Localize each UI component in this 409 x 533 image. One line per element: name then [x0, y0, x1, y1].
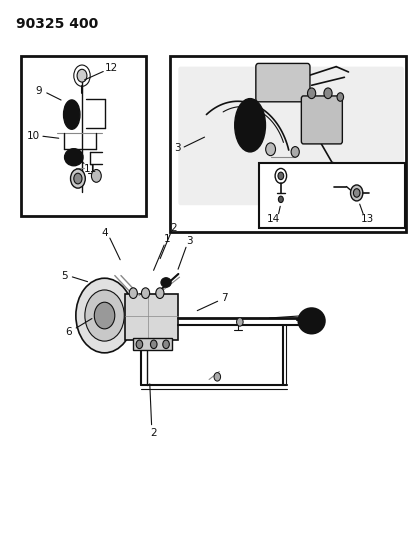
Circle shape	[162, 340, 169, 349]
Circle shape	[155, 288, 164, 298]
Circle shape	[77, 69, 87, 82]
Ellipse shape	[234, 99, 265, 152]
Text: 4: 4	[101, 228, 108, 238]
Ellipse shape	[68, 152, 79, 162]
FancyBboxPatch shape	[255, 63, 309, 102]
Text: 5: 5	[61, 271, 68, 281]
Circle shape	[91, 169, 101, 182]
Circle shape	[278, 196, 283, 203]
Circle shape	[85, 290, 124, 341]
Ellipse shape	[63, 100, 80, 130]
Ellipse shape	[160, 278, 171, 287]
Circle shape	[336, 93, 343, 101]
Circle shape	[236, 318, 243, 326]
Text: 3: 3	[173, 143, 180, 153]
Circle shape	[323, 88, 331, 99]
Circle shape	[76, 278, 133, 353]
Circle shape	[136, 340, 142, 349]
Circle shape	[353, 189, 359, 197]
Circle shape	[290, 147, 299, 157]
Bar	[20, 56, 145, 216]
Bar	[125, 294, 178, 340]
Bar	[133, 338, 172, 350]
Text: 14: 14	[267, 214, 280, 223]
Text: 3: 3	[186, 236, 192, 246]
FancyBboxPatch shape	[301, 96, 342, 144]
Text: 7: 7	[221, 294, 227, 303]
Text: 13: 13	[360, 214, 373, 223]
Bar	[258, 163, 404, 228]
Text: 2: 2	[150, 428, 157, 438]
Text: 12: 12	[105, 63, 118, 73]
Text: 90325 400: 90325 400	[16, 17, 99, 31]
Circle shape	[277, 172, 283, 180]
Ellipse shape	[67, 104, 77, 125]
Circle shape	[213, 373, 220, 381]
Circle shape	[70, 169, 85, 188]
Bar	[170, 56, 405, 232]
Text: 8: 8	[307, 311, 313, 320]
FancyBboxPatch shape	[178, 67, 403, 205]
Circle shape	[141, 288, 149, 298]
Text: 2: 2	[170, 223, 176, 232]
Ellipse shape	[298, 308, 324, 334]
Ellipse shape	[239, 107, 260, 144]
Ellipse shape	[65, 149, 83, 166]
Circle shape	[94, 302, 115, 329]
Circle shape	[74, 173, 82, 184]
Text: 11: 11	[83, 164, 97, 174]
Circle shape	[129, 288, 137, 298]
Circle shape	[307, 88, 315, 99]
Ellipse shape	[303, 313, 319, 329]
Circle shape	[265, 143, 275, 156]
Circle shape	[150, 340, 157, 349]
Circle shape	[350, 185, 362, 201]
Text: 9: 9	[36, 86, 42, 95]
Text: 6: 6	[65, 327, 72, 336]
Text: 1: 1	[164, 234, 170, 244]
Text: 10: 10	[27, 131, 40, 141]
